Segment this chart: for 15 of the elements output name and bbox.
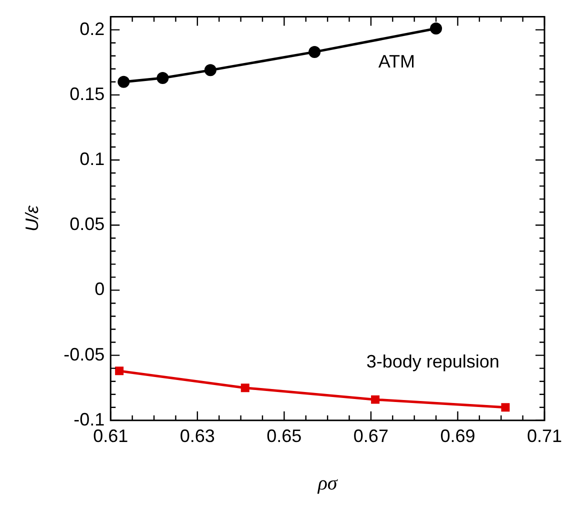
y-axis-title: U/ε — [22, 204, 42, 232]
x-tick-label: 0.71 — [526, 426, 562, 446]
annotation: 3-body repulsion — [366, 351, 500, 372]
y-tick-label: 0.2 — [80, 18, 105, 39]
x-tick-label: 0.67 — [353, 426, 388, 446]
y-tick-label: 0.1 — [80, 148, 105, 169]
x-tick-label: 0.65 — [266, 426, 302, 446]
x-axis-title: ρσ — [316, 472, 338, 494]
annotation: ATM — [378, 51, 416, 72]
y-tick-label: 0.15 — [70, 84, 105, 104]
y-tick-label: 0 — [94, 279, 105, 300]
y-tick-label: 0.05 — [70, 214, 105, 234]
x-tick-label: 0.69 — [440, 426, 476, 446]
y-tick-label: -0.05 — [64, 344, 105, 364]
x-tick-label: 0.63 — [180, 426, 215, 446]
